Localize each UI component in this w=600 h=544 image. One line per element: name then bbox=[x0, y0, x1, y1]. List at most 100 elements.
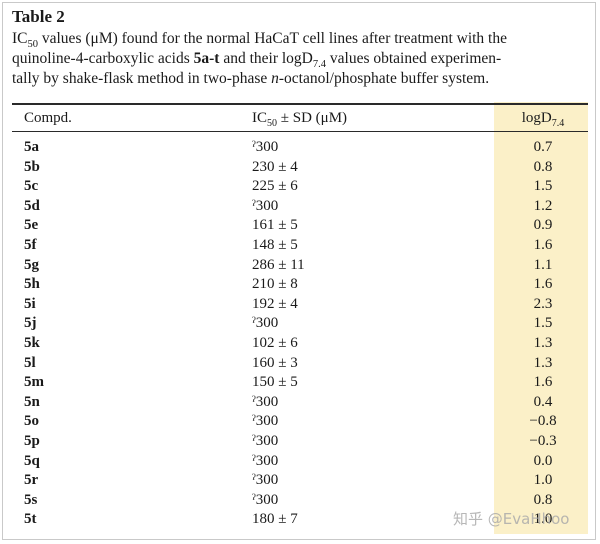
header-ic50-text: IC bbox=[252, 110, 267, 126]
header-ic50: IC50 ± SD (μM) bbox=[252, 109, 347, 133]
ic50-cell: ˀ300 bbox=[252, 452, 279, 469]
table-row: 5h 210 ± 8 1.6 bbox=[0, 275, 600, 295]
compd-cell: 5k bbox=[24, 334, 40, 351]
logd-cell: 1.3 bbox=[533, 354, 553, 371]
logd-cell: 1.6 bbox=[533, 374, 553, 391]
header-ic50-text: ± SD (μM) bbox=[277, 110, 348, 126]
compd-cell: 5s bbox=[24, 491, 38, 508]
compd-cell: 5o bbox=[24, 413, 39, 430]
table-row: 5s ˀ300 0.8 bbox=[0, 491, 600, 511]
caption-text-segment: tally by shake-flask method in two-phase bbox=[12, 70, 272, 87]
table-body: 5a ˀ300 0.7 5b 230 ± 4 0.8 5c 225 ± 6 1.5 5d ˀ300 1… bbox=[0, 138, 600, 530]
ic50-cell: 225 ± 6 bbox=[252, 178, 298, 195]
caption-text-segment: values (μM) found for the normal HaCaT c… bbox=[38, 30, 507, 47]
ic50-cell: ˀ300 bbox=[252, 472, 279, 489]
table-row: 5j ˀ300 1.5 bbox=[0, 314, 600, 334]
compd-cell: 5m bbox=[24, 374, 44, 391]
ic50-cell: 102 ± 6 bbox=[252, 334, 298, 351]
ic50-cell: 230 ± 4 bbox=[252, 158, 298, 175]
table-top-rule bbox=[12, 103, 588, 105]
table-caption: Table 2 IC50 values (μM) found for the n… bbox=[12, 6, 590, 89]
caption-text-segment: quinoline-4-carboxylic acids bbox=[12, 50, 194, 67]
table-row: 5n ˀ300 0.4 bbox=[0, 393, 600, 413]
ic50-cell: 150 ± 5 bbox=[252, 374, 298, 391]
ic50-cell: ˀ300 bbox=[252, 413, 279, 430]
table-row: 5r ˀ300 1.0 bbox=[0, 471, 600, 491]
ic50-cell: ˀ300 bbox=[252, 315, 279, 332]
header-logd-subscript: 7.4 bbox=[551, 118, 565, 129]
caption-italic: n bbox=[271, 70, 279, 87]
logd-cell: 0.9 bbox=[533, 217, 553, 234]
table-header-rule bbox=[12, 131, 588, 132]
logd-cell: 0.8 bbox=[533, 158, 553, 175]
table-row: 5p ˀ300 −0.3 bbox=[0, 432, 600, 452]
table-row: 5i 192 ± 4 2.3 bbox=[0, 295, 600, 315]
table-row: 5b 230 ± 4 0.8 bbox=[0, 158, 600, 178]
caption-bold-compounds: 5a-t bbox=[193, 50, 220, 67]
caption-text-segment: -octanol/phosphate buffer system. bbox=[278, 70, 490, 87]
header-ic50-subscript: 50 bbox=[267, 118, 277, 129]
caption-text-segment: IC bbox=[12, 30, 28, 47]
logd-cell: 0.0 bbox=[533, 452, 553, 469]
logd-cell: 1.2 bbox=[533, 197, 553, 214]
ic50-cell: ˀ300 bbox=[252, 432, 279, 449]
table-row: 5c 225 ± 6 1.5 bbox=[0, 177, 600, 197]
ic50-cell: 192 ± 4 bbox=[252, 295, 298, 312]
logd-cell: 1.0 bbox=[533, 511, 553, 528]
logd-cell: 1.3 bbox=[533, 334, 553, 351]
ic50-cell: ˀ300 bbox=[252, 491, 279, 508]
ic50-cell: 210 ± 8 bbox=[252, 276, 298, 293]
logd-cell: −0.8 bbox=[529, 413, 557, 430]
ic50-cell: 160 ± 3 bbox=[252, 354, 298, 371]
table-row: 5l 160 ± 3 1.3 bbox=[0, 354, 600, 374]
caption-text-segment: and their logD bbox=[219, 50, 313, 67]
compd-cell: 5e bbox=[24, 217, 39, 234]
ic50-cell: ˀ300 bbox=[252, 139, 279, 155]
caption-text-segment: values obtained experimen- bbox=[326, 50, 502, 67]
caption-text: IC50 values (μM) found for the normal Ha… bbox=[12, 29, 590, 89]
header-logd-text: logD bbox=[521, 110, 552, 126]
logd-cell: 0.7 bbox=[533, 139, 553, 155]
compd-cell: 5d bbox=[24, 197, 40, 214]
logd-column-highlight bbox=[494, 102, 588, 534]
header-compd: Compd. bbox=[24, 110, 72, 126]
table-row: 5k 102 ± 6 1.3 bbox=[0, 334, 600, 354]
compd-cell: 5b bbox=[24, 158, 40, 175]
table-title: Table 2 bbox=[12, 7, 65, 26]
compd-cell: 5i bbox=[24, 295, 36, 312]
compd-cell: 5a bbox=[24, 139, 39, 155]
compd-cell: 5l bbox=[24, 354, 36, 371]
logd-cell: 1.1 bbox=[533, 256, 553, 273]
caption-subscript: 7.4 bbox=[312, 59, 327, 71]
ic50-cell: ˀ300 bbox=[252, 393, 279, 410]
header-logd: logD7.4 bbox=[500, 109, 586, 133]
ic50-cell: 148 ± 5 bbox=[252, 236, 298, 253]
table-row: 5q ˀ300 0.0 bbox=[0, 452, 600, 472]
ic50-cell: 286 ± 11 bbox=[252, 256, 305, 273]
logd-cell: 2.3 bbox=[533, 295, 553, 312]
logd-cell: 1.6 bbox=[533, 276, 553, 293]
compd-cell: 5j bbox=[24, 315, 37, 332]
logd-cell: 1.0 bbox=[533, 472, 553, 489]
compd-cell: 5p bbox=[24, 432, 40, 449]
compd-cell: 5q bbox=[24, 452, 40, 469]
table-row: 5a ˀ300 0.7 bbox=[0, 138, 600, 158]
logd-cell: 1.5 bbox=[533, 315, 553, 332]
compd-cell: 5n bbox=[24, 393, 40, 410]
ic50-cell: 180 ± 7 bbox=[252, 511, 298, 528]
table-frame bbox=[2, 2, 596, 540]
compd-cell: 5c bbox=[24, 178, 39, 195]
logd-cell: 0.8 bbox=[533, 491, 553, 508]
table-row: 5m 150 ± 5 1.6 bbox=[0, 373, 600, 393]
compd-cell: 5h bbox=[24, 276, 40, 293]
compd-cell: 5t bbox=[24, 511, 37, 528]
ic50-cell: ˀ300 bbox=[252, 197, 279, 214]
logd-cell: 1.5 bbox=[533, 178, 553, 195]
ic50-cell: 161 ± 5 bbox=[252, 217, 298, 234]
caption-subscript: 50 bbox=[27, 39, 39, 51]
logd-cell: −0.3 bbox=[529, 432, 557, 449]
table-row: 5e 161 ± 5 0.9 bbox=[0, 216, 600, 236]
table-row: 5t 180 ± 7 1.0 bbox=[0, 510, 600, 530]
watermark: 知乎 @EvaHhoo bbox=[453, 510, 570, 528]
logd-cell: 1.6 bbox=[533, 236, 553, 253]
